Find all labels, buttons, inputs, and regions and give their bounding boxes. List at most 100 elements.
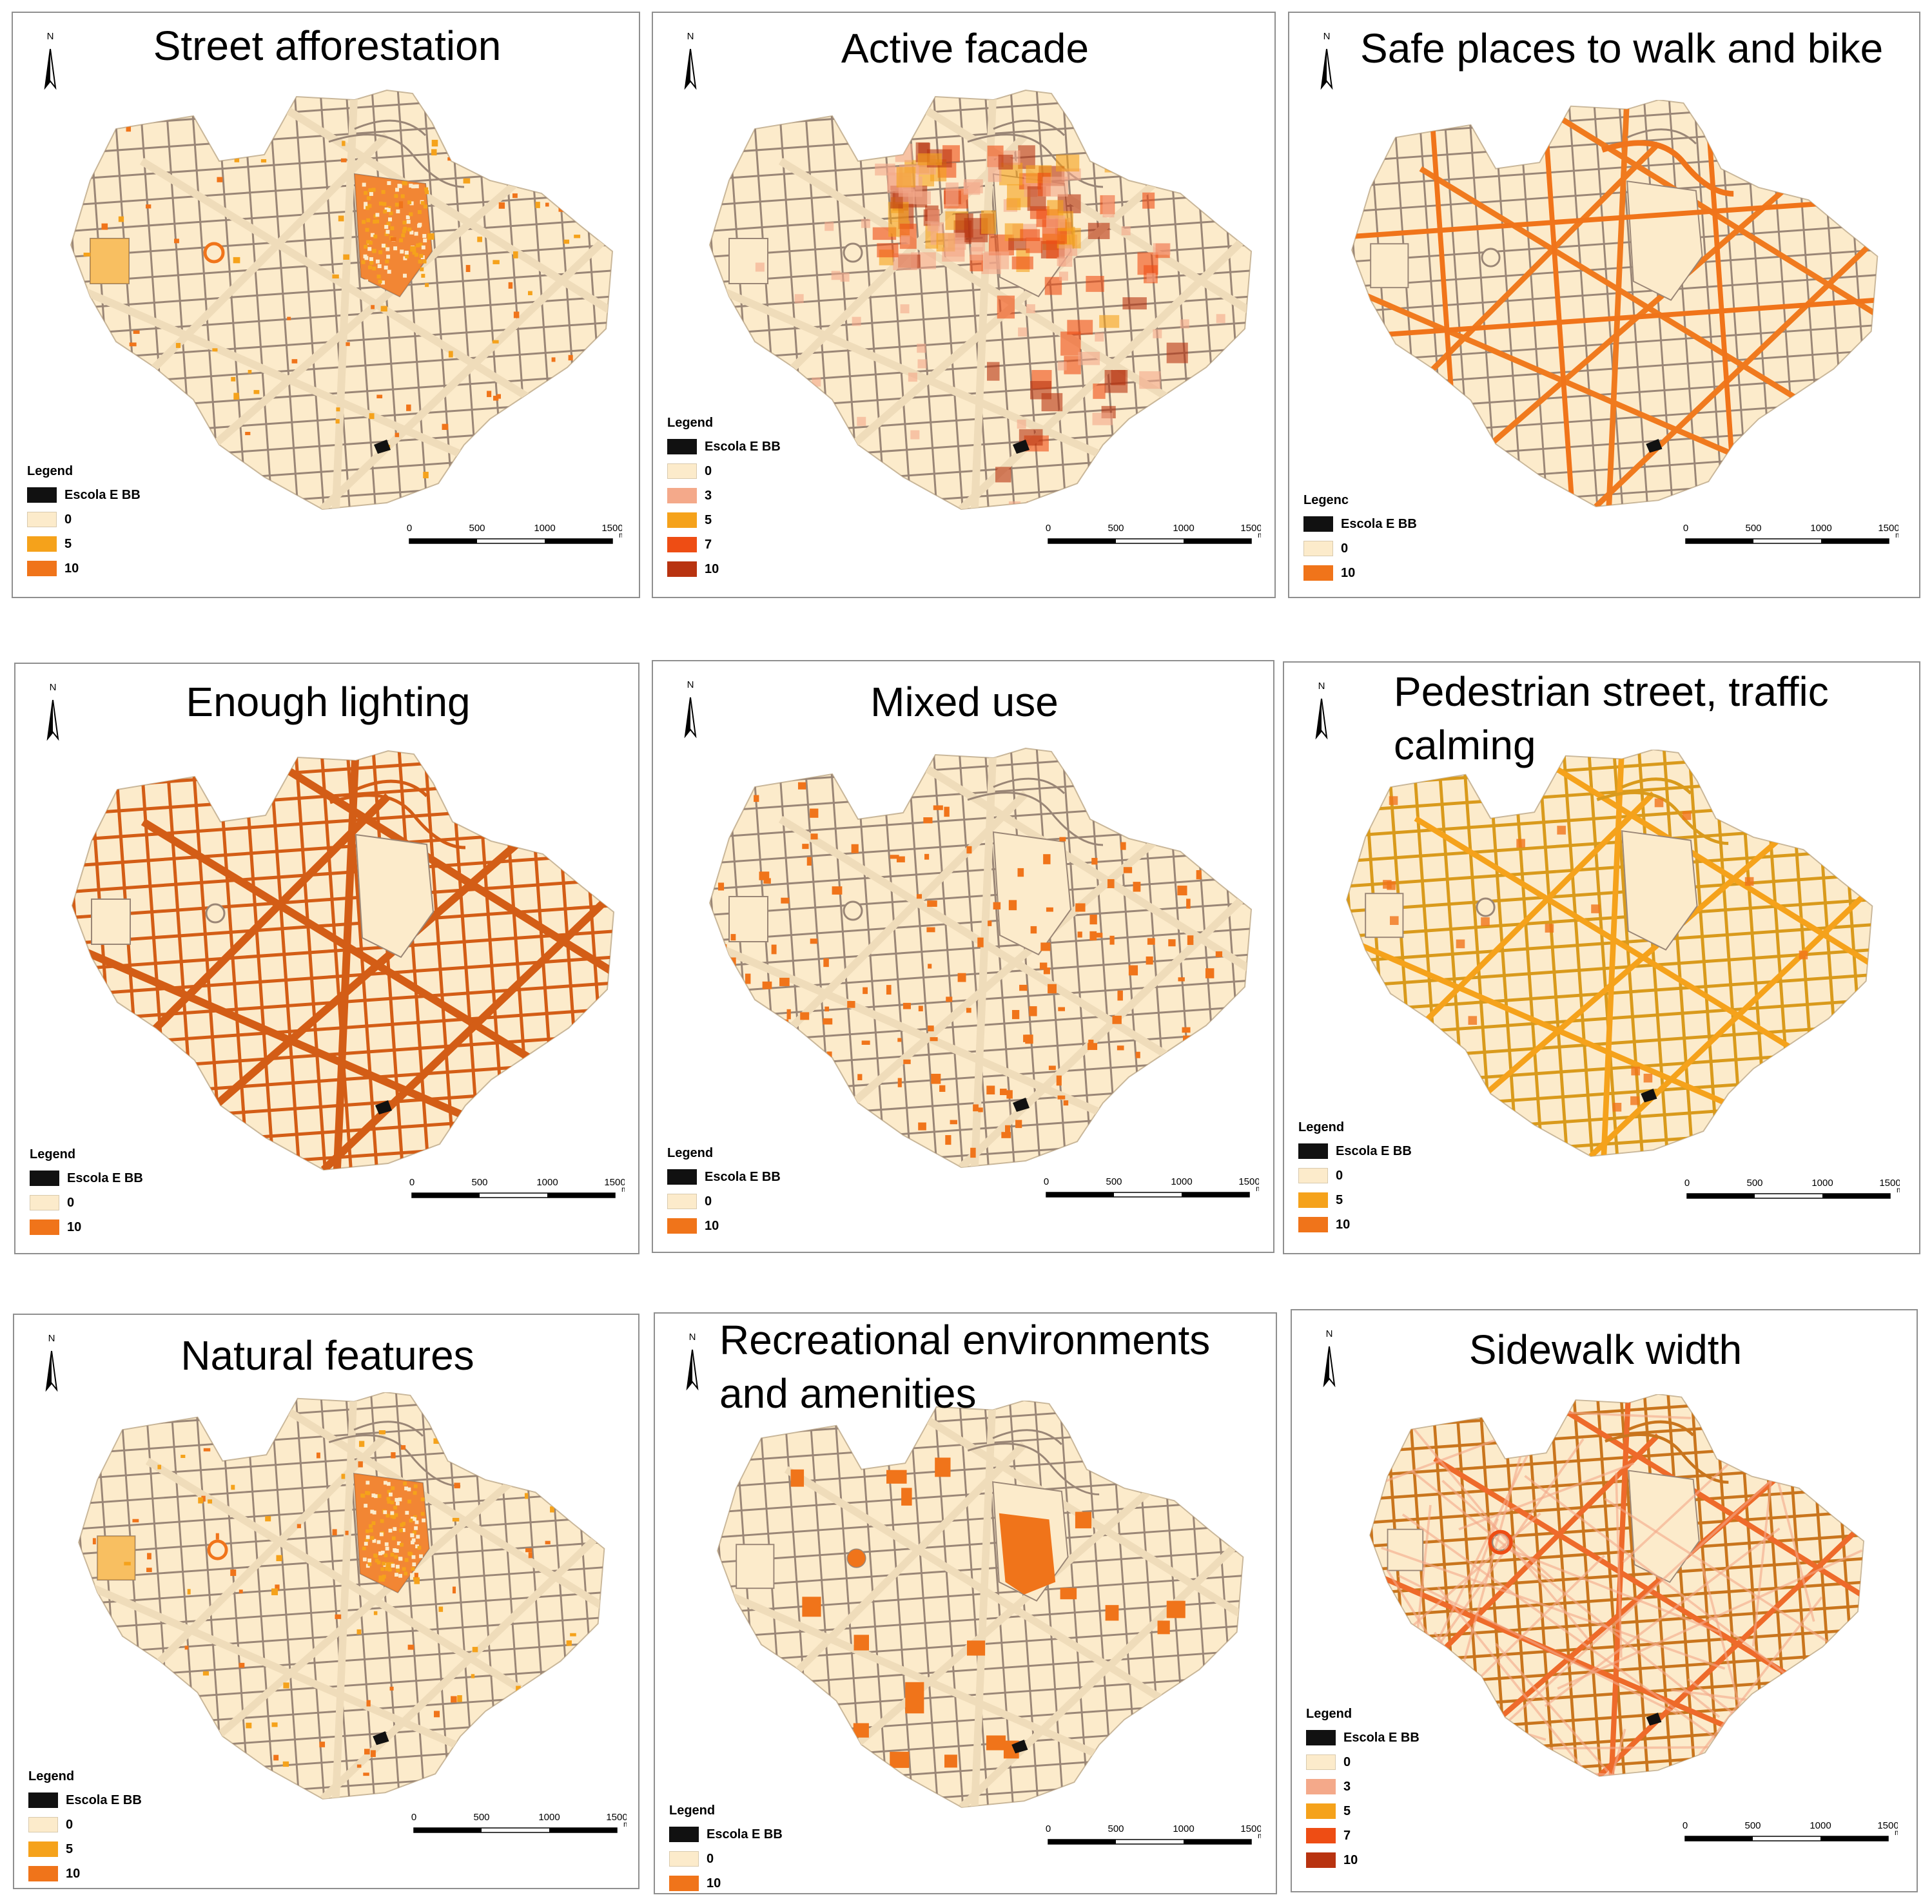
legend-swatch: [30, 1171, 59, 1186]
legend-item: 10: [669, 1871, 783, 1893]
legend-item: 10: [1303, 561, 1417, 585]
scale-tick-label: 500: [473, 1812, 489, 1823]
scale-tick-label: 1500: [1879, 1178, 1900, 1189]
legend-item: 0: [27, 507, 141, 532]
map-legend: Legenc Escola E BB 0 10: [1303, 493, 1417, 585]
district-map: [70, 89, 614, 510]
legend-title: Legend: [1306, 1707, 1352, 1721]
scale-tick-label: 0: [1684, 1178, 1690, 1189]
legend-swatch: [27, 512, 57, 527]
scale-tick-label: 1500: [1878, 523, 1898, 534]
district-map: [708, 89, 1253, 510]
legend-item: 5: [1298, 1188, 1412, 1212]
legend-swatch: [27, 487, 57, 503]
legend-item: 10: [1306, 1848, 1420, 1872]
legend-swatch: [30, 1195, 59, 1210]
legend-swatch: [1306, 1730, 1336, 1745]
legend-item: Escola E BB: [1306, 1725, 1420, 1750]
scale-unit: m: [1258, 1831, 1261, 1840]
legend-item: Escola E BB: [30, 1166, 143, 1190]
scale-tick-label: 0: [407, 523, 412, 534]
legend-label: 10: [1343, 1852, 1358, 1867]
map-panel-recreational: Recreational environments and amenities …: [654, 1312, 1277, 1894]
scale-tick-label: 1000: [538, 1812, 560, 1823]
scale-bar-graphic: 0 500 1000 1500m: [409, 1177, 628, 1198]
scale-tick-label: 1000: [1173, 1823, 1194, 1834]
legend-item: 7: [1306, 1823, 1420, 1848]
legend-label: 10: [1341, 565, 1356, 580]
scale-unit: m: [1895, 1828, 1898, 1837]
north-arrow-icon: N: [39, 1333, 64, 1397]
legend-item: Escola E BB: [28, 1788, 142, 1812]
scale-unit: m: [1895, 530, 1898, 539]
scale-tick-label: 1500: [601, 523, 622, 534]
legend-label: 0: [705, 463, 712, 478]
legend-label: 0: [705, 1194, 712, 1209]
panel-title: Sidewalk width: [1469, 1326, 1742, 1373]
legend-label: 0: [1343, 1754, 1351, 1769]
scale-tick-label: 500: [1745, 523, 1761, 534]
scale-unit: m: [621, 1185, 625, 1194]
legend-label: 0: [707, 1851, 714, 1866]
legend-swatch: [27, 561, 57, 576]
map-legend: Legend Escola E BB 0 5 10: [27, 464, 141, 581]
legend-title: Legend: [667, 416, 714, 430]
legend-swatch: [1298, 1217, 1328, 1232]
legend-label: 7: [705, 537, 712, 552]
legend-label: Escola E BB: [67, 1171, 143, 1185]
scale-tick-label: 500: [1106, 1176, 1122, 1187]
legend-item: 0: [669, 1847, 783, 1871]
legend-swatch: [667, 439, 697, 454]
map-legend: Legend Escola E BB 0 10: [669, 1803, 783, 1893]
map-panel-street-afforestation: Street afforestation N Legend Escola E BB…: [12, 12, 640, 598]
legend-swatch: [1298, 1192, 1328, 1208]
north-arrow-glyph: [1320, 48, 1333, 90]
legend-swatch: [28, 1817, 58, 1832]
scale-bar: 0 500 1000 1500m: [1679, 1820, 1901, 1849]
map-legend: Legend Escola E BB 0 5 10: [28, 1769, 142, 1886]
district-map: [1346, 750, 1873, 1157]
legend-item: 0: [28, 1812, 142, 1837]
north-arrow-icon: N: [1316, 1328, 1342, 1393]
legend-item: 10: [667, 1214, 781, 1238]
district-map: [708, 747, 1253, 1169]
scale-tick-label: 1500: [606, 1812, 627, 1823]
map-panel-safe-places: Safe places to walk and bike N Legenc Esc…: [1288, 12, 1920, 598]
legend-swatch: [1303, 565, 1333, 581]
legend-label: 10: [67, 1219, 82, 1234]
panel-title: Recreational environments and amenities: [719, 1317, 1211, 1417]
scale-tick-label: 500: [469, 523, 485, 534]
scale-unit: m: [623, 1820, 627, 1829]
scale-tick-label: 1000: [536, 1177, 558, 1188]
north-arrow-glyph: [44, 48, 57, 90]
scale-tick-label: 1000: [1171, 1176, 1192, 1187]
legend-item: 0: [1298, 1163, 1412, 1188]
north-arrow-icon: N: [678, 679, 703, 744]
legend-item: 3: [1306, 1774, 1420, 1799]
legend-swatch: [1306, 1754, 1336, 1770]
legend-label: 10: [64, 561, 79, 576]
legend-swatch: [1298, 1143, 1328, 1159]
legend-item: Escola E BB: [667, 1165, 781, 1189]
legend-item: 5: [27, 532, 141, 556]
map-legend: Legend Escola E BB 0 3 5 7 10: [1306, 1707, 1420, 1872]
scale-bar-graphic: 0 500 1000 1500m: [1044, 1176, 1262, 1198]
scale-bar-graphic: 0 500 1000 1500m: [1046, 1823, 1264, 1845]
legend-swatch: [1306, 1852, 1336, 1868]
north-arrow-icon: N: [1309, 681, 1334, 745]
legend-label: Escola E BB: [66, 1792, 142, 1807]
scale-tick-label: 0: [1683, 1820, 1688, 1831]
district-map: [1351, 100, 1878, 507]
scale-tick-label: 500: [1746, 1178, 1762, 1189]
north-arrow-glyph: [686, 1349, 699, 1391]
legend-label: 10: [66, 1866, 81, 1881]
north-arrow-glyph: [684, 48, 697, 90]
map-panel-active-facade: Active facade N Legend Escola E BB 0 3 5 7 10 …: [652, 12, 1276, 598]
scale-bar-graphic: 0 500 1000 1500m: [1046, 523, 1264, 544]
legend-item: Escola E BB: [667, 434, 781, 459]
scale-bar-graphic: 0 500 1000 1500m: [1683, 1820, 1901, 1841]
scale-bar: 0 500 1000 1500m: [403, 522, 625, 552]
scale-unit: m: [1256, 1184, 1259, 1193]
scale-tick-label: 0: [411, 1812, 416, 1823]
district-map: [1369, 1394, 1865, 1777]
